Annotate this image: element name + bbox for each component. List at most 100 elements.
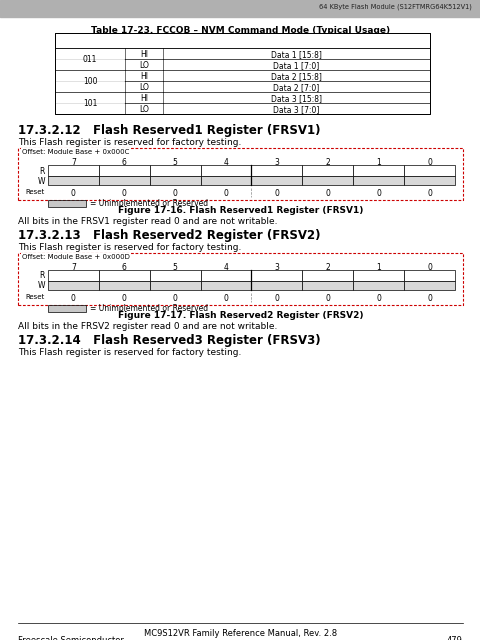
Text: Figure 17-17. Flash Reserved2 Register (FRSV2): Figure 17-17. Flash Reserved2 Register (…: [118, 311, 363, 320]
Text: Reset: Reset: [26, 189, 45, 195]
Text: 7: 7: [71, 158, 76, 167]
Bar: [55, 33, 429, 114]
Bar: [55, 81, 429, 92]
Bar: [200, 270, 251, 281]
Text: 0: 0: [172, 189, 177, 198]
Text: 0: 0: [71, 189, 76, 198]
Text: 0: 0: [274, 294, 279, 303]
Text: Figure 17-16. Flash Reserved1 Register (FRSV1): Figure 17-16. Flash Reserved1 Register (…: [118, 206, 363, 215]
Text: LO: LO: [139, 105, 149, 114]
Bar: [403, 165, 454, 176]
Bar: [48, 270, 99, 281]
Text: 0: 0: [223, 166, 228, 175]
Bar: [55, 103, 429, 114]
Bar: [352, 165, 403, 176]
Bar: [403, 270, 454, 281]
Text: 6: 6: [121, 158, 127, 167]
Text: 0: 0: [375, 271, 380, 280]
Bar: [99, 281, 149, 290]
Bar: [55, 33, 429, 48]
Bar: [302, 270, 352, 281]
Bar: [352, 281, 403, 290]
Bar: [302, 281, 352, 290]
Text: 7: 7: [71, 263, 76, 272]
Bar: [149, 270, 200, 281]
Text: 0: 0: [324, 294, 330, 303]
Text: 0: 0: [121, 189, 127, 198]
Text: Offset: Module Base + 0x000D: Offset: Module Base + 0x000D: [22, 254, 130, 260]
Bar: [403, 176, 454, 185]
Text: Data 3 [15:8]: Data 3 [15:8]: [270, 94, 321, 103]
Text: = Unimplemented or Reserved: = Unimplemented or Reserved: [90, 199, 208, 208]
Text: 0: 0: [71, 294, 76, 303]
Text: Data 1 [15:8]: Data 1 [15:8]: [271, 50, 321, 59]
Bar: [302, 165, 352, 176]
Text: Byte: Byte: [134, 37, 154, 46]
Text: CCOBIX[2:0]: CCOBIX[2:0]: [63, 37, 116, 46]
Text: 64 KByte Flash Module (S12FTMRG64K512V1): 64 KByte Flash Module (S12FTMRG64K512V1): [318, 4, 471, 10]
Bar: [302, 176, 352, 185]
Text: 17.3.2.14   Flash Reserved3 Register (FRSV3): 17.3.2.14 Flash Reserved3 Register (FRSV…: [18, 334, 320, 347]
Text: 0: 0: [71, 271, 76, 280]
Bar: [251, 270, 302, 281]
Bar: [403, 281, 454, 290]
Text: 2: 2: [325, 263, 329, 272]
Bar: [18, 253, 462, 305]
Text: Reset: Reset: [26, 294, 45, 300]
Bar: [251, 281, 302, 290]
Text: All bits in the FRSV2 register read 0 and are not writable.: All bits in the FRSV2 register read 0 an…: [18, 322, 277, 331]
Text: This Flash register is reserved for factory testing.: This Flash register is reserved for fact…: [18, 138, 241, 147]
Bar: [55, 59, 429, 70]
Text: FCCOB Parameter Fields (NVM Command Mode): FCCOB Parameter Fields (NVM Command Mode…: [192, 37, 399, 46]
Text: R: R: [39, 271, 45, 280]
Text: Data 1 [7:0]: Data 1 [7:0]: [273, 61, 319, 70]
Text: Data 3 [7:0]: Data 3 [7:0]: [273, 105, 319, 114]
Text: Offset: Module Base + 0x000C: Offset: Module Base + 0x000C: [22, 149, 129, 155]
Text: 0: 0: [426, 158, 431, 167]
Text: Table 17-23. FCCOB – NVM Command Mode (Typical Usage): Table 17-23. FCCOB – NVM Command Mode (T…: [91, 26, 390, 35]
Text: 0: 0: [426, 189, 431, 198]
Text: 0: 0: [426, 166, 431, 175]
Text: Data 2 [15:8]: Data 2 [15:8]: [271, 72, 321, 81]
Text: This Flash register is reserved for factory testing.: This Flash register is reserved for fact…: [18, 243, 241, 252]
Text: 17.3.2.12   Flash Reserved1 Register (FRSV1): 17.3.2.12 Flash Reserved1 Register (FRSV…: [18, 124, 320, 137]
Bar: [99, 165, 149, 176]
Bar: [352, 270, 403, 281]
Text: 0: 0: [324, 166, 330, 175]
Text: LO: LO: [139, 61, 149, 70]
Bar: [48, 176, 99, 185]
Text: 100: 100: [83, 77, 97, 86]
Text: HI: HI: [140, 94, 148, 103]
Text: W: W: [37, 177, 45, 186]
Text: 479: 479: [446, 636, 462, 640]
Text: 0: 0: [223, 189, 228, 198]
Text: 4: 4: [223, 263, 228, 272]
Bar: [48, 281, 99, 290]
Bar: [200, 176, 251, 185]
Bar: [55, 48, 429, 59]
Text: 2: 2: [325, 158, 329, 167]
Text: 0: 0: [375, 166, 380, 175]
Text: 0: 0: [324, 189, 330, 198]
Bar: [55, 92, 429, 103]
Text: 5: 5: [172, 158, 177, 167]
Bar: [251, 176, 302, 185]
Text: 4: 4: [223, 158, 228, 167]
Text: 0: 0: [375, 294, 380, 303]
Text: 1: 1: [375, 263, 380, 272]
Text: 0: 0: [172, 166, 177, 175]
Text: 0: 0: [71, 166, 76, 175]
Bar: [149, 281, 200, 290]
Text: Data 2 [7:0]: Data 2 [7:0]: [273, 83, 319, 92]
Text: 3: 3: [274, 263, 279, 272]
Text: 0: 0: [426, 294, 431, 303]
Text: 0: 0: [324, 271, 330, 280]
Text: 1: 1: [375, 158, 380, 167]
Bar: [99, 176, 149, 185]
Bar: [48, 165, 99, 176]
Text: 0: 0: [223, 294, 228, 303]
Text: 101: 101: [83, 99, 97, 109]
Text: 0: 0: [426, 263, 431, 272]
Text: 0: 0: [121, 271, 127, 280]
Text: 3: 3: [274, 158, 279, 167]
